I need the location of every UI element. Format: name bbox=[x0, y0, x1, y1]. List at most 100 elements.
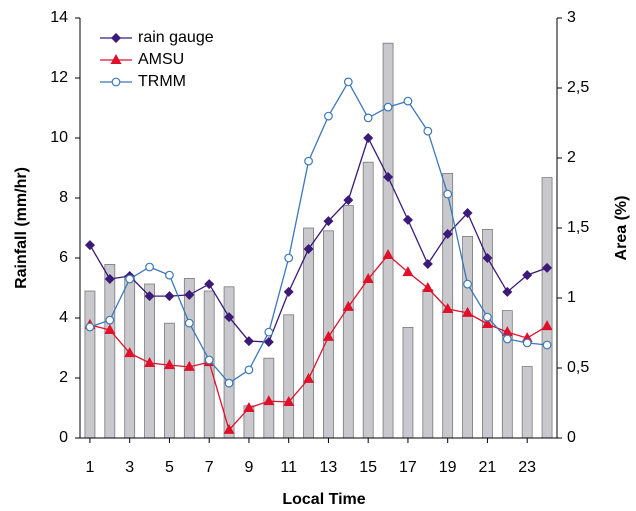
marker-triangle bbox=[541, 320, 553, 331]
y-tick-label: 4 bbox=[59, 309, 68, 326]
y2-tick-label: 1,5 bbox=[567, 219, 589, 236]
marker-diamond bbox=[542, 262, 553, 273]
marker-circle bbox=[264, 327, 274, 337]
bar bbox=[362, 161, 374, 439]
marker-diamond bbox=[422, 259, 433, 269]
y2-tick-label: 0 bbox=[567, 429, 576, 446]
marker-triangle bbox=[362, 273, 374, 283]
y2-tick-label: 2 bbox=[567, 149, 576, 166]
legend-label: rain gauge bbox=[138, 29, 214, 46]
marker-triangle bbox=[223, 423, 235, 434]
x-tick-label: 19 bbox=[439, 459, 457, 476]
marker-circle bbox=[224, 378, 234, 388]
marker-circle bbox=[105, 315, 115, 325]
marker-circle bbox=[184, 318, 194, 328]
marker-triangle bbox=[382, 249, 394, 259]
x-tick-label: 7 bbox=[205, 459, 214, 476]
marker-diamond bbox=[243, 336, 254, 347]
marker-triangle bbox=[501, 326, 513, 337]
marker-circle bbox=[343, 77, 353, 87]
marker-diamond bbox=[522, 270, 533, 281]
x-tick-label: 17 bbox=[399, 459, 417, 476]
marker-diamond bbox=[303, 244, 314, 254]
series-line bbox=[89, 254, 548, 432]
marker-diamond bbox=[442, 229, 453, 239]
series-line bbox=[89, 136, 548, 343]
marker-triangle bbox=[124, 347, 136, 358]
marker-triangle bbox=[422, 282, 434, 292]
marker-circle bbox=[304, 156, 313, 166]
marker-circle bbox=[284, 253, 294, 263]
bar bbox=[382, 42, 394, 439]
bar bbox=[164, 322, 175, 439]
x-tick-label: 5 bbox=[165, 459, 174, 476]
marker-triangle bbox=[183, 360, 195, 371]
marker-triangle bbox=[462, 306, 474, 317]
x-tick-label: 23 bbox=[518, 459, 536, 476]
marker-circle bbox=[324, 111, 333, 121]
x-tick-label: 13 bbox=[320, 459, 338, 476]
bar bbox=[283, 314, 295, 439]
legend-label: TRMM bbox=[138, 73, 186, 90]
marker-diamond bbox=[144, 291, 155, 302]
marker-circle bbox=[443, 189, 453, 199]
y2-tick-label: 0,5 bbox=[567, 359, 589, 376]
marker-diamond bbox=[502, 286, 513, 297]
bar bbox=[84, 290, 96, 439]
marker-diamond bbox=[283, 286, 294, 297]
y2-axis-title: Area (%) bbox=[613, 196, 630, 261]
y-tick-label: 6 bbox=[59, 249, 68, 266]
marker-triangle bbox=[442, 303, 454, 313]
marker-circle bbox=[125, 274, 135, 284]
marker-diamond bbox=[263, 337, 274, 347]
bar bbox=[303, 227, 314, 439]
x-tick-label: 9 bbox=[244, 459, 253, 476]
marker-circle bbox=[522, 338, 532, 348]
marker-triangle bbox=[481, 318, 493, 328]
bar bbox=[541, 177, 553, 439]
marker-triangle bbox=[144, 357, 156, 367]
y2-tick-label: 2,5 bbox=[567, 79, 589, 96]
marker-circle bbox=[403, 96, 413, 106]
marker-circle bbox=[85, 322, 95, 332]
marker-triangle bbox=[283, 396, 295, 406]
bar bbox=[183, 277, 195, 439]
marker-triangle bbox=[110, 54, 122, 64]
marker-circle bbox=[483, 312, 492, 322]
marker-diamond bbox=[224, 312, 235, 323]
marker-diamond bbox=[383, 172, 394, 182]
marker-diamond bbox=[323, 216, 334, 227]
marker-diamond bbox=[343, 195, 354, 206]
legend-label: AMSU bbox=[138, 51, 184, 68]
y-tick-label: 12 bbox=[50, 69, 68, 86]
x-tick-label: 1 bbox=[85, 459, 94, 476]
marker-triangle bbox=[263, 395, 275, 406]
marker-circle bbox=[363, 113, 373, 123]
y2-tick-label: 1 bbox=[567, 289, 576, 306]
x-tick-label: 15 bbox=[359, 459, 377, 476]
marker-triangle bbox=[322, 330, 334, 341]
x-tick-label: 3 bbox=[125, 459, 134, 476]
marker-circle bbox=[111, 77, 121, 87]
marker-diamond bbox=[111, 33, 121, 43]
marker-diamond bbox=[462, 208, 473, 218]
marker-triangle bbox=[342, 300, 354, 311]
marker-diamond bbox=[204, 279, 215, 290]
x-axis-title: Local Time bbox=[282, 491, 365, 508]
y-tick-label: 8 bbox=[59, 189, 68, 206]
bar bbox=[104, 263, 116, 439]
marker-triangle bbox=[402, 266, 414, 277]
y-tick-label: 14 bbox=[50, 9, 68, 26]
bar bbox=[521, 366, 533, 439]
marker-circle bbox=[244, 365, 254, 375]
bar bbox=[342, 205, 354, 439]
y-tick-label: 10 bbox=[50, 129, 68, 146]
marker-triangle bbox=[163, 359, 175, 370]
x-tick-label: 11 bbox=[280, 459, 297, 476]
marker-circle bbox=[463, 279, 472, 289]
marker-triangle bbox=[104, 324, 116, 334]
marker-circle bbox=[204, 355, 214, 365]
marker-triangle bbox=[303, 372, 315, 383]
bar bbox=[402, 326, 414, 439]
bar bbox=[422, 289, 434, 439]
